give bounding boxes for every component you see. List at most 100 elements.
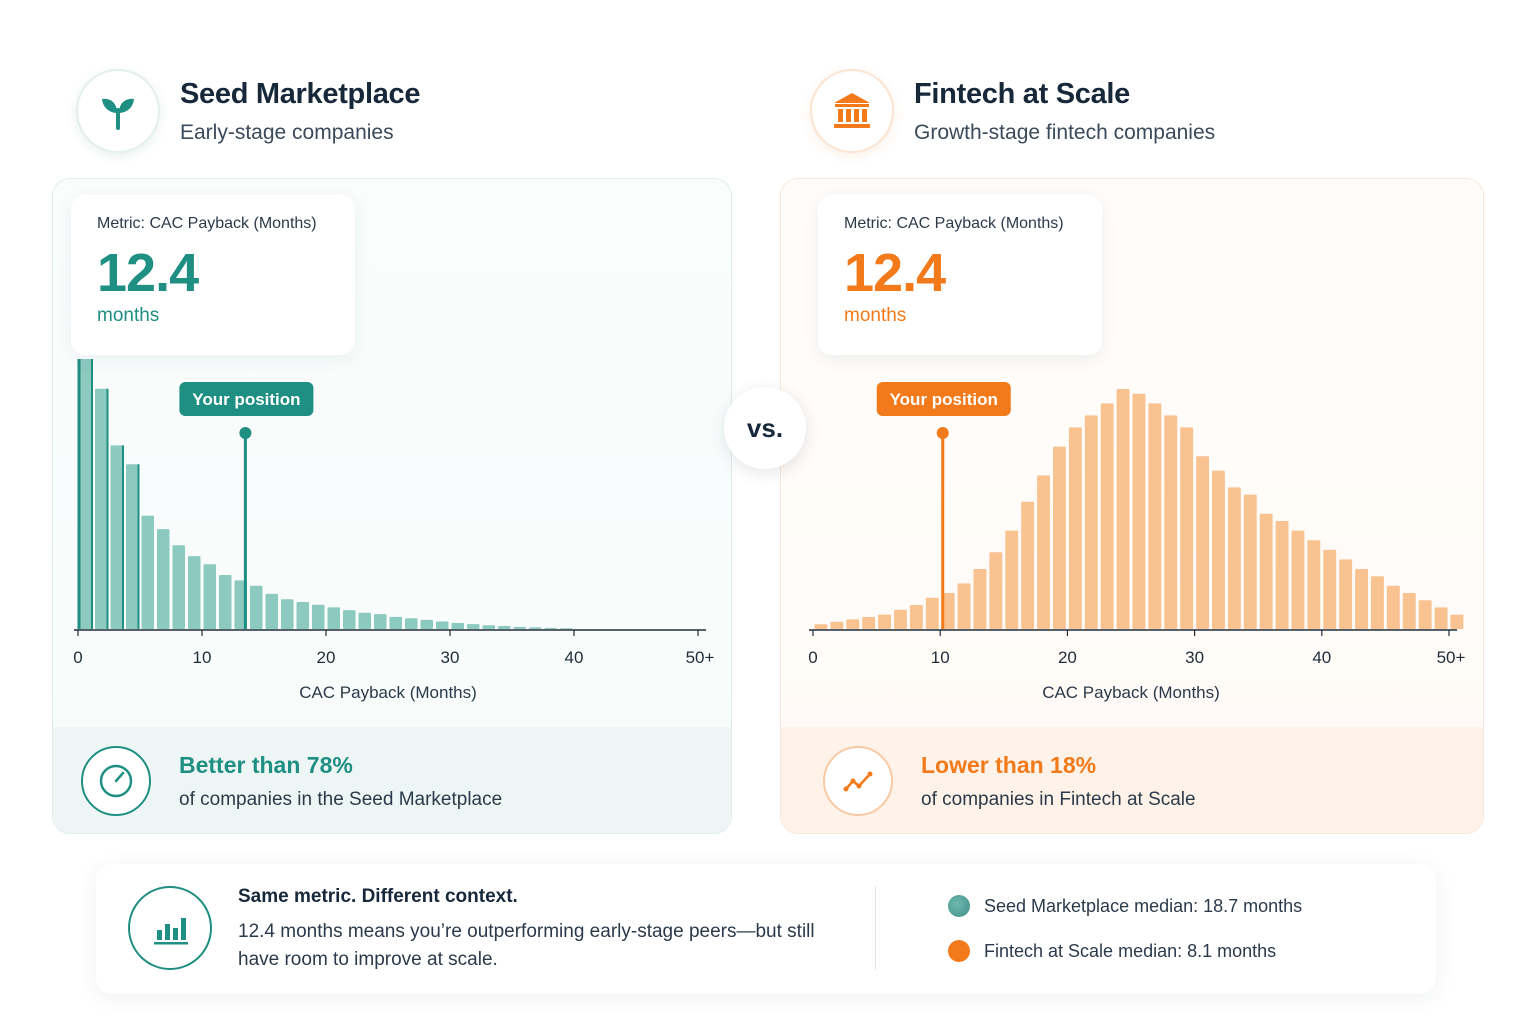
fintech-percentile: Lower than 18% [921,751,1097,778]
seed-percentile: Better than 78% [179,751,353,778]
histogram-bar [1212,470,1225,629]
histogram-bar [172,545,185,629]
histogram-bar [1291,530,1305,629]
position-label: Your position [890,390,998,409]
fintech-title: Fintech at Scale [914,77,1130,110]
histogram-bar [188,556,201,629]
legend-seed-label: Seed Marketplace median: 18.7 months [984,895,1303,916]
x-tick-label: 30 [441,648,460,667]
histogram-bar [405,618,418,629]
histogram-bar [1339,559,1353,629]
histogram-bar [1132,393,1146,629]
gauge-icon [81,746,151,816]
summary-card: Same metric. Different context. 12.4 mon… [96,864,1436,994]
histogram-bar [467,624,480,629]
histogram-bar [1418,600,1432,629]
seed-title: Seed Marketplace [180,77,421,110]
histogram-bar [203,564,216,629]
histogram-bar [1450,614,1464,629]
seed-marketplace-header: Seed Marketplace Early-stage companies [76,68,421,154]
summary-headline: Same metric. Different context. [238,886,518,907]
x-tick-label: 10 [193,648,212,667]
fintech-panel: 0 10 20 30 40 50+ CAC Payback (Months) Your pos… [780,178,1484,834]
histogram-bar [1386,585,1400,629]
histogram-bar [374,614,387,629]
fintech-metric-card: Metric: CAC Payback (Months) 12.4 months [818,195,1102,355]
histogram-bar [1068,427,1082,629]
position-label-box [179,382,314,416]
metric-unit: months [97,305,160,326]
summary-body: 12.4 months means you’re outperforming e… [238,921,815,970]
histogram-bar [296,602,309,629]
histogram-bar [846,619,860,629]
histogram-bar [894,609,907,629]
vs-badge: vs. [724,387,806,469]
x-tick-label: 40 [1312,648,1331,667]
histogram-bar [830,621,844,629]
fintech-footer: Lower than 18% of companies in Fintech a… [781,727,1483,833]
histogram-bar [878,614,891,629]
histogram-bar [1434,607,1448,629]
histogram-bar [157,529,170,629]
histogram-bar [1180,427,1194,629]
x-axis-label: CAC Payback (Months) [299,683,477,702]
histogram-bar [1323,549,1337,629]
median-legend: Seed Marketplace median: 18.7 months Fin… [948,894,1302,984]
position-label-box [876,382,1011,416]
histogram-bar [1005,530,1019,629]
seed-panel: 0 10 20 30 40 50+ CAC Payback (Months) Your pos… [52,178,732,834]
histogram-bar [1037,475,1050,629]
x-tick-label: 20 [1058,648,1077,667]
summary-divider [875,886,876,970]
histogram-bar [544,627,557,629]
histogram-bar [862,617,876,629]
histogram-bar [343,610,356,629]
histogram-bar [265,593,278,629]
fintech-header: Fintech at Scale Growth-stage fintech co… [810,68,1215,154]
histogram-bar [312,604,325,629]
histogram-bar [1243,494,1257,629]
position-label: Your position [192,390,300,409]
histogram-bar [234,580,247,629]
metric-value: 12.4 [844,243,946,303]
histogram-bar [513,626,526,629]
histogram-bar [250,585,263,629]
histogram-bar [358,612,371,629]
metric-unit: months [844,305,907,326]
seed-footer: Better than 78% of companies in the Seed… [53,727,731,833]
histogram-bar [281,599,294,629]
histogram-bar [560,628,573,629]
histogram-bar [451,623,464,629]
x-tick-label: 50+ [1437,648,1466,667]
legend-dot-seed [948,895,970,917]
histogram-bar [1164,415,1178,629]
x-tick-label: 0 [808,648,817,667]
histogram-bar [389,616,402,629]
histogram-bar [989,552,1003,629]
histogram-bar [126,464,139,629]
histogram-bar [1100,403,1114,629]
histogram-bar [1259,513,1273,629]
legend-dot-fintech [948,940,970,962]
histogram-bar [141,515,154,629]
histogram-bar [973,569,987,629]
bank-icon [810,69,894,153]
histogram-bar [1355,569,1368,629]
histogram-bar [529,627,542,629]
histogram-bar [420,619,433,629]
x-axis-label: CAC Payback (Months) [1042,683,1220,702]
histogram-bar [1227,487,1241,629]
seed-percentile-sub: of companies in the Seed Marketplace [179,788,503,810]
bar-chart-icon [128,886,212,970]
histogram-bar [1116,389,1130,629]
position-marker-dot [239,427,252,439]
legend-seed-median: Seed Marketplace median: 18.7 months [948,894,1302,918]
sprout-icon [76,69,160,153]
x-tick-label: 20 [317,648,336,667]
seed-subtitle: Early-stage companies [180,120,394,144]
legend-fintech-label: Fintech at Scale median: 8.1 months [984,940,1277,961]
histogram-bar [327,607,340,629]
histogram-bar [1371,576,1384,629]
metric-value: 12.4 [97,243,199,303]
histogram-bar [909,605,923,629]
